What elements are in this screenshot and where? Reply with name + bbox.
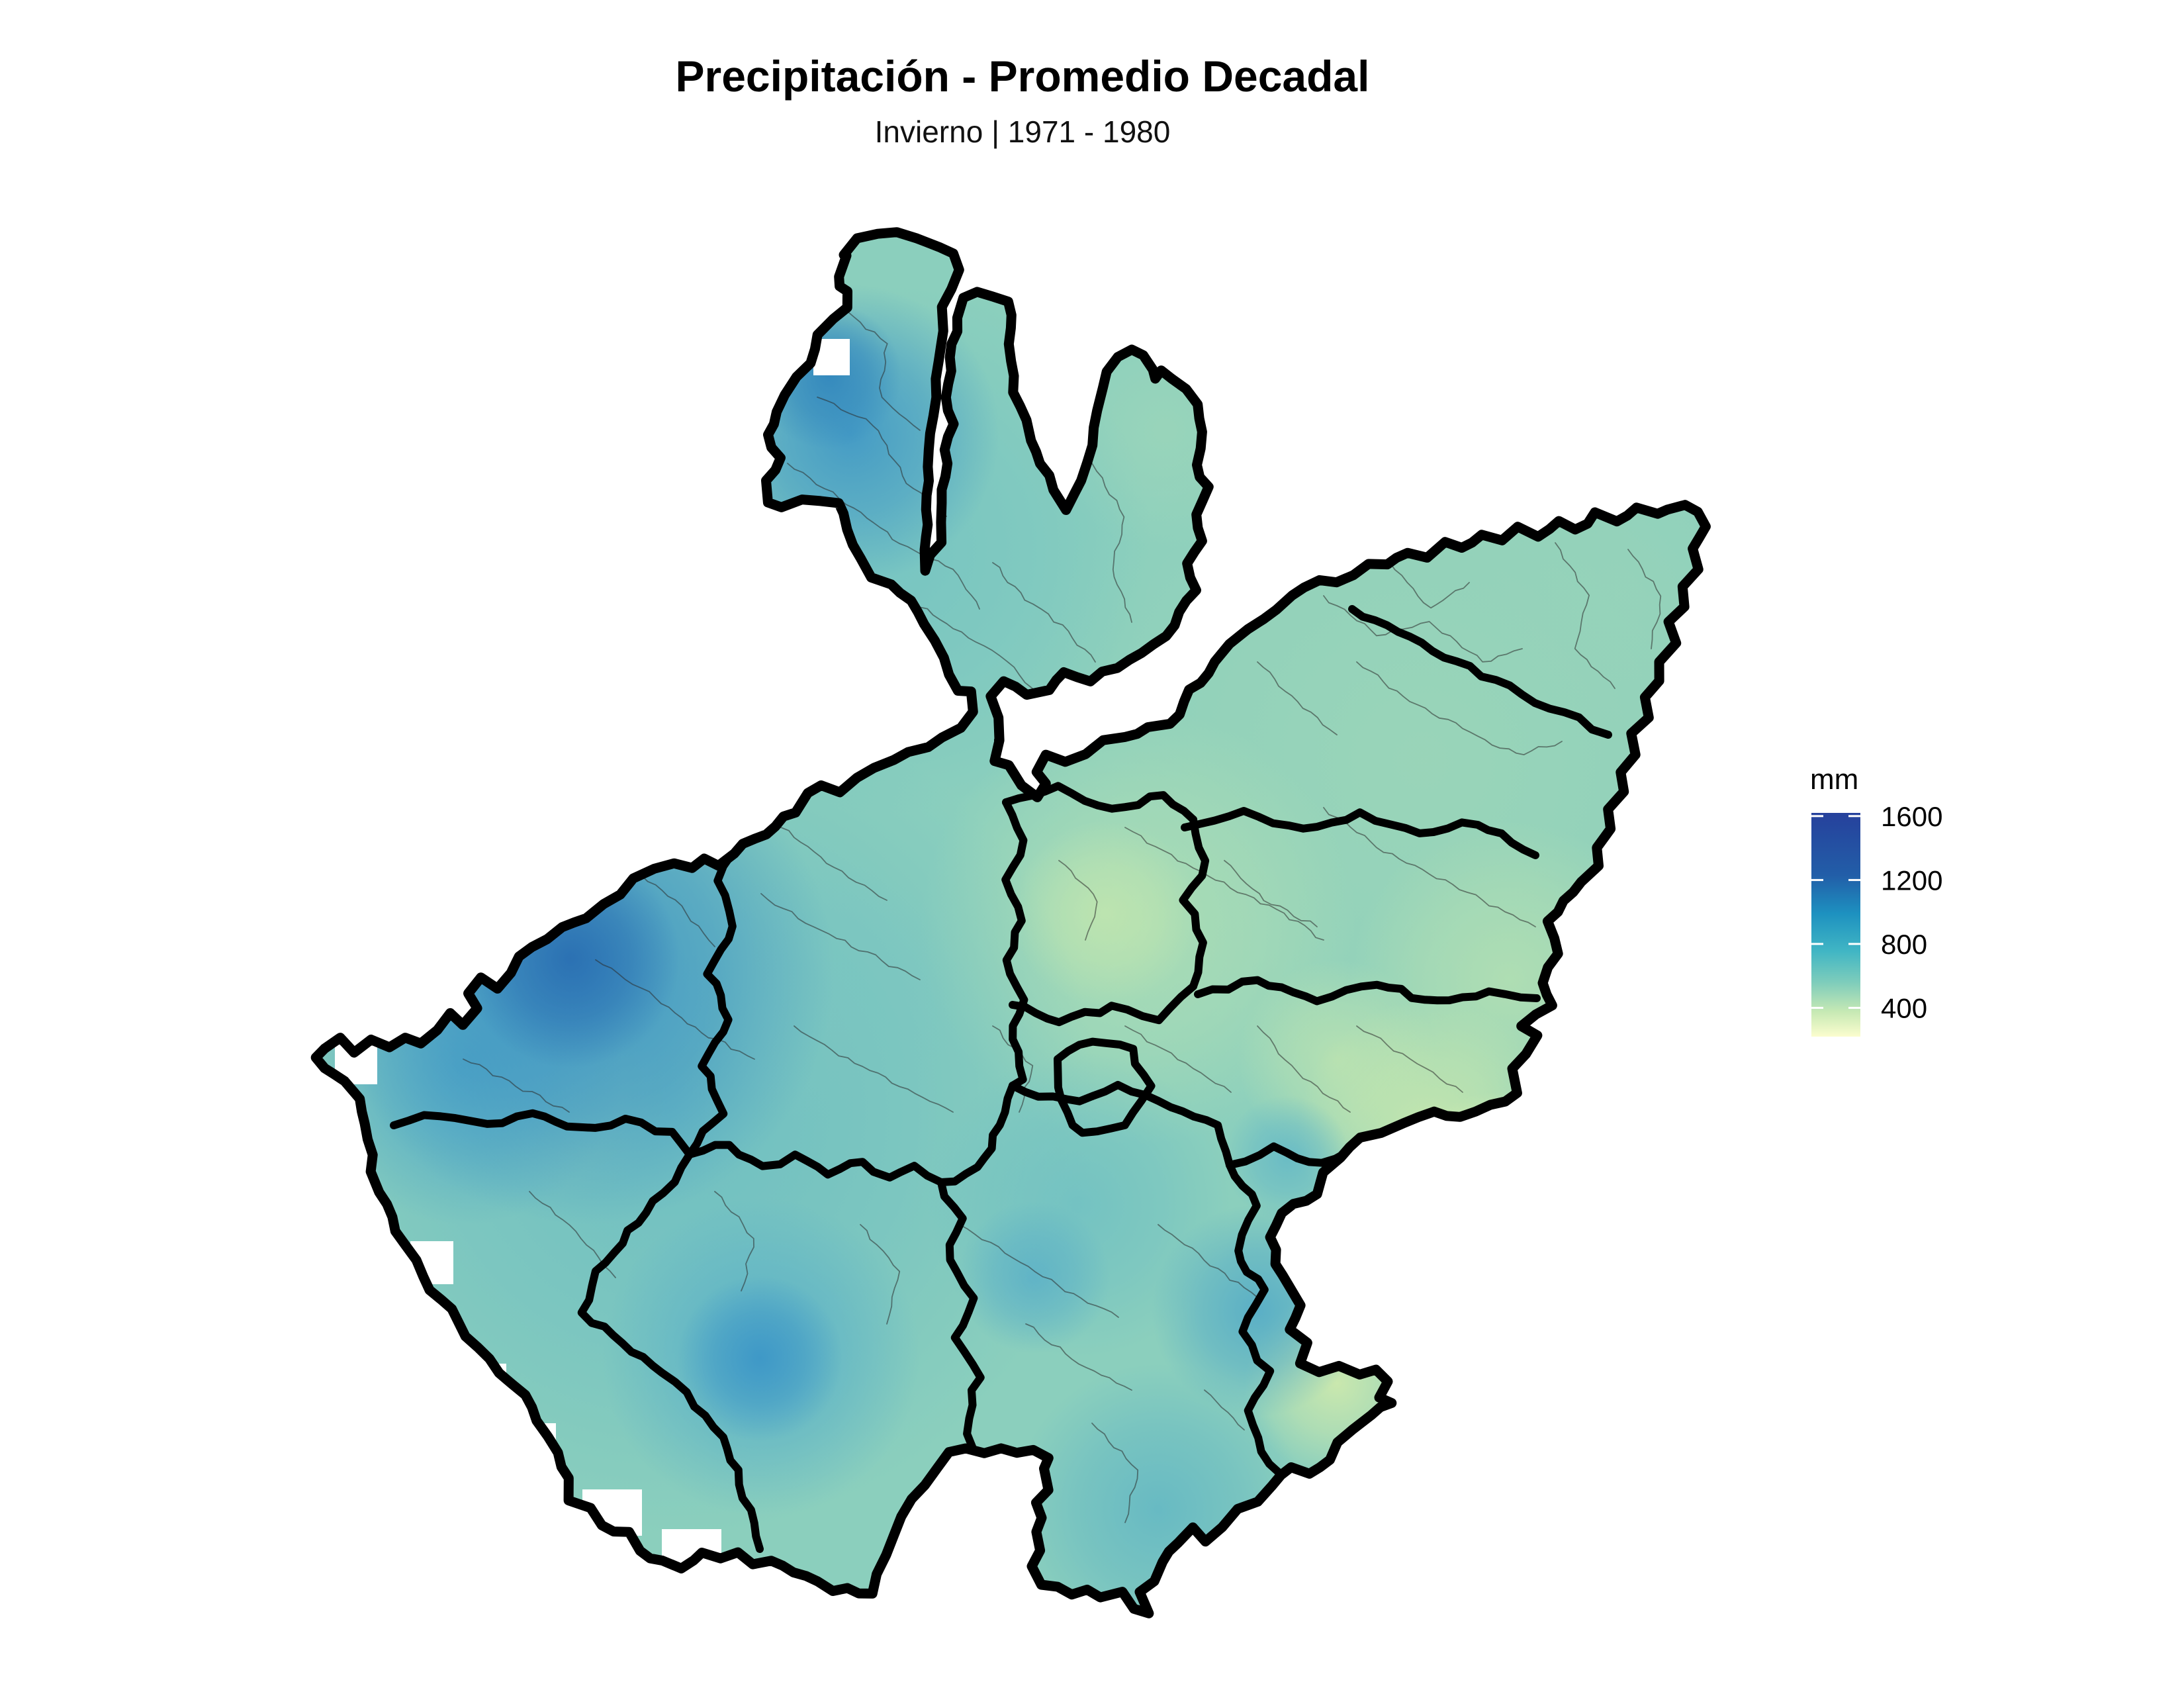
municipality-boundary (1356, 661, 1563, 755)
state-outline (310, 227, 1711, 1618)
legend-tick (1811, 878, 1823, 881)
municipality-boundary (1025, 1323, 1132, 1391)
region-boundary (577, 1150, 764, 1553)
municipality-boundary (760, 893, 921, 980)
region-boundary (1181, 807, 1539, 859)
region-boundary (1001, 798, 1028, 1090)
legend-tick (1848, 878, 1860, 881)
precipitation-blob (677, 1276, 842, 1441)
municipality-boundary (1091, 1423, 1139, 1523)
legend-title: mm (1810, 763, 1858, 796)
precipitation-blob (958, 1201, 1110, 1354)
legend-tick (1848, 943, 1860, 945)
municipality-boundary (1091, 463, 1132, 623)
region-boundary (1226, 1161, 1284, 1477)
municipality-boundary (846, 310, 921, 431)
municipality-boundary (463, 1058, 570, 1113)
municipality-boundary (595, 959, 755, 1060)
municipality-boundary (1124, 1025, 1232, 1093)
municipality-boundary (1257, 1025, 1351, 1113)
legend-tick-label: 1600 (1881, 801, 1942, 832)
legend-colorbar (1811, 813, 1860, 1037)
region-boundary (390, 1109, 694, 1158)
region-boundary (1009, 982, 1197, 1027)
municipality-boundary (794, 1025, 954, 1113)
municipality-boundary (780, 827, 887, 901)
municipality-boundary (1323, 595, 1523, 663)
region-boundary (937, 1082, 1017, 1186)
legend-tick (1848, 815, 1860, 818)
municipality-boundary (860, 1224, 901, 1325)
municipality-boundary (1124, 827, 1324, 941)
page-subtitle: Invierno | 1971 - 1980 (875, 115, 1171, 149)
region-boundary (1009, 1080, 1234, 1169)
legend-tick (1811, 943, 1823, 945)
municipality-boundary (992, 562, 1096, 663)
region-boundary (1194, 976, 1541, 1006)
municipality-boundary (787, 463, 980, 610)
municipality-boundary (1224, 860, 1318, 927)
region-boundary (937, 1178, 985, 1452)
legend-tick (1811, 1007, 1823, 1009)
municipality-boundary (1389, 562, 1470, 609)
municipality-boundary (1555, 542, 1615, 689)
municipality-boundary (1058, 860, 1098, 941)
region-boundary (1179, 816, 1210, 990)
page-title: Precipitación - Promedio Decadal (676, 52, 1370, 101)
legend-tick (1811, 815, 1823, 818)
region-boundary (686, 1141, 945, 1186)
municipality-boundary (1257, 661, 1338, 735)
region-boundary (686, 850, 737, 1158)
region-boundary (1054, 1037, 1156, 1137)
legend-tick-label: 400 (1881, 993, 1927, 1024)
municipality-boundary (714, 1191, 754, 1291)
municipality-boundary (1158, 1224, 1258, 1298)
region-boundary (1348, 605, 1612, 739)
legend: 1600 1200 800 400 (1811, 801, 1942, 1037)
municipality-boundary (1627, 549, 1662, 649)
municipality-boundary (906, 595, 1033, 689)
municipality-boundary (1356, 1025, 1463, 1093)
municipality-boundary (959, 1224, 1119, 1318)
legend-tick-label: 800 (1881, 929, 1927, 960)
legend-tick-label: 1200 (1881, 865, 1942, 896)
municipality-boundary (1204, 1389, 1245, 1430)
legend-tick (1848, 1007, 1860, 1009)
municipality-boundary (1323, 807, 1536, 927)
